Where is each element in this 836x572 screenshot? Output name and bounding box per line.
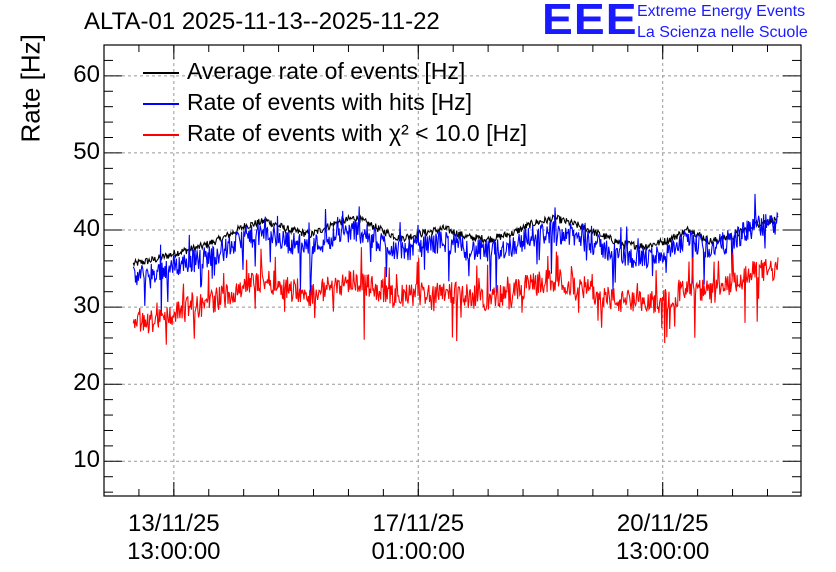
legend-swatch-average — [143, 72, 179, 74]
logo-line-2: La Scienza nelle Scuole — [637, 24, 808, 41]
legend-swatch-hits — [143, 103, 179, 105]
y-tick-label: 30 — [73, 292, 100, 320]
y-tick-label: 10 — [73, 446, 100, 474]
plot-frame — [103, 44, 802, 497]
x-tick-date: 13/11/25 — [128, 510, 220, 537]
y-tick-label: 60 — [73, 60, 100, 88]
legend-label-hits: Rate of events with hits [Hz] — [187, 89, 473, 115]
legend-swatch-chi2 — [143, 134, 179, 136]
y-tick-label: 40 — [73, 215, 100, 243]
axis-ticks — [104, 44, 801, 496]
x-tick-label: 13/11/25 13:00:00 — [104, 510, 244, 566]
legend-label-average: Average rate of events [Hz] — [187, 58, 466, 84]
series-line-2 — [132, 247, 779, 345]
x-tick-label: 17/11/25 01:00:00 — [348, 510, 488, 566]
x-tick-time: 01:00:00 — [371, 538, 465, 565]
y-tick-label: 20 — [73, 369, 100, 397]
eee-logo-icon: EEE — [542, 0, 638, 44]
chart-title: ALTA-01 2025-11-13--2025-11-22 — [84, 8, 440, 35]
x-tick-label: 20/11/25 13:00:00 — [593, 510, 733, 566]
series-line-1 — [132, 193, 779, 316]
series-group — [132, 193, 779, 345]
y-tick-label: 50 — [73, 137, 100, 165]
x-tick-time: 13:00:00 — [127, 538, 221, 565]
x-tick-time: 13:00:00 — [615, 538, 710, 565]
logo-line-1: Extreme Energy Events — [637, 3, 806, 20]
legend-label-chi2: Rate of events with χ² < 10.0 [Hz] — [187, 120, 527, 146]
y-axis-label: Rate [Hz] — [15, 34, 46, 143]
x-tick-date: 20/11/25 — [616, 510, 709, 537]
x-tick-date: 17/11/25 — [372, 510, 465, 537]
